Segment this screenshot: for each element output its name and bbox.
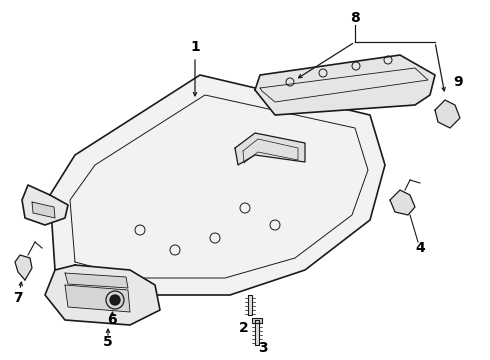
Polygon shape	[248, 295, 252, 315]
Text: 6: 6	[107, 313, 117, 327]
Polygon shape	[65, 273, 128, 288]
Text: 9: 9	[453, 75, 463, 89]
Text: 5: 5	[103, 335, 113, 349]
Polygon shape	[22, 185, 68, 225]
Circle shape	[110, 295, 120, 305]
Text: 3: 3	[258, 341, 268, 355]
Polygon shape	[255, 320, 259, 345]
Polygon shape	[390, 190, 415, 215]
Polygon shape	[255, 55, 435, 115]
Text: 8: 8	[350, 11, 360, 25]
Polygon shape	[50, 75, 385, 295]
Polygon shape	[32, 202, 55, 218]
Text: 1: 1	[190, 40, 200, 54]
Polygon shape	[65, 285, 130, 312]
Polygon shape	[235, 133, 305, 165]
Text: 2: 2	[239, 321, 249, 335]
Polygon shape	[252, 318, 262, 323]
Text: 4: 4	[415, 241, 425, 255]
Polygon shape	[435, 100, 460, 128]
Polygon shape	[45, 265, 160, 325]
Text: 7: 7	[13, 291, 23, 305]
Polygon shape	[15, 255, 32, 280]
